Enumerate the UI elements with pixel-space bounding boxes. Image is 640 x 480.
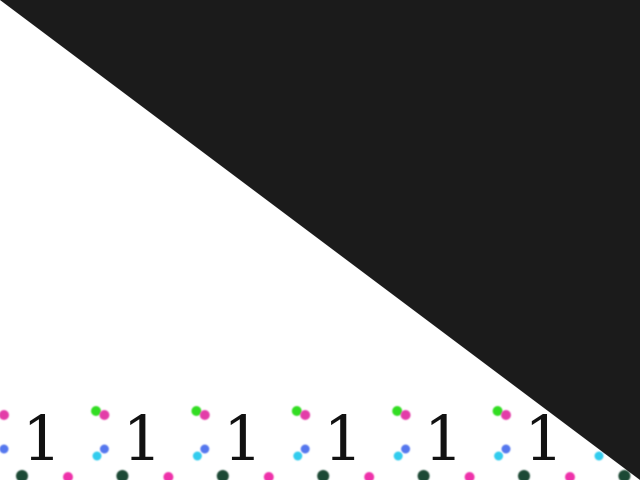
- dot: [501, 410, 511, 420]
- glyph-one: 1: [424, 402, 463, 475]
- dot: [492, 406, 503, 416]
- dot: [392, 406, 403, 416]
- dot: [400, 410, 411, 420]
- dot: [293, 451, 303, 461]
- dot: [99, 444, 109, 454]
- dot: [99, 410, 110, 420]
- dot: [63, 472, 73, 480]
- glyph-one: 1: [22, 402, 61, 475]
- dot: [116, 470, 129, 480]
- dot: [0, 410, 9, 420]
- glyph-one: 1: [123, 402, 162, 475]
- dot: [417, 470, 430, 480]
- dot: [91, 406, 101, 416]
- dot: [92, 451, 102, 461]
- dot: [518, 470, 530, 480]
- dot: [300, 444, 310, 454]
- glyph-one: 1: [323, 402, 362, 475]
- glyph-one: 1: [223, 402, 262, 475]
- dot: [393, 451, 403, 461]
- dot: [191, 406, 202, 416]
- dot: [200, 444, 210, 454]
- dot: [216, 470, 229, 480]
- dot: [494, 451, 504, 461]
- dot: [16, 470, 28, 480]
- dot: [464, 472, 475, 480]
- dot: [565, 472, 575, 480]
- dot: [594, 451, 604, 461]
- dot: [317, 470, 330, 480]
- dot: [291, 406, 302, 416]
- dot: [364, 472, 375, 480]
- dot: [618, 470, 631, 480]
- dot: [263, 472, 274, 480]
- dot: [300, 410, 311, 420]
- dot: [0, 444, 9, 454]
- dot: [192, 451, 202, 461]
- dot: [401, 444, 411, 454]
- dot: [501, 444, 511, 454]
- dot: [199, 410, 210, 420]
- dot: [163, 472, 174, 480]
